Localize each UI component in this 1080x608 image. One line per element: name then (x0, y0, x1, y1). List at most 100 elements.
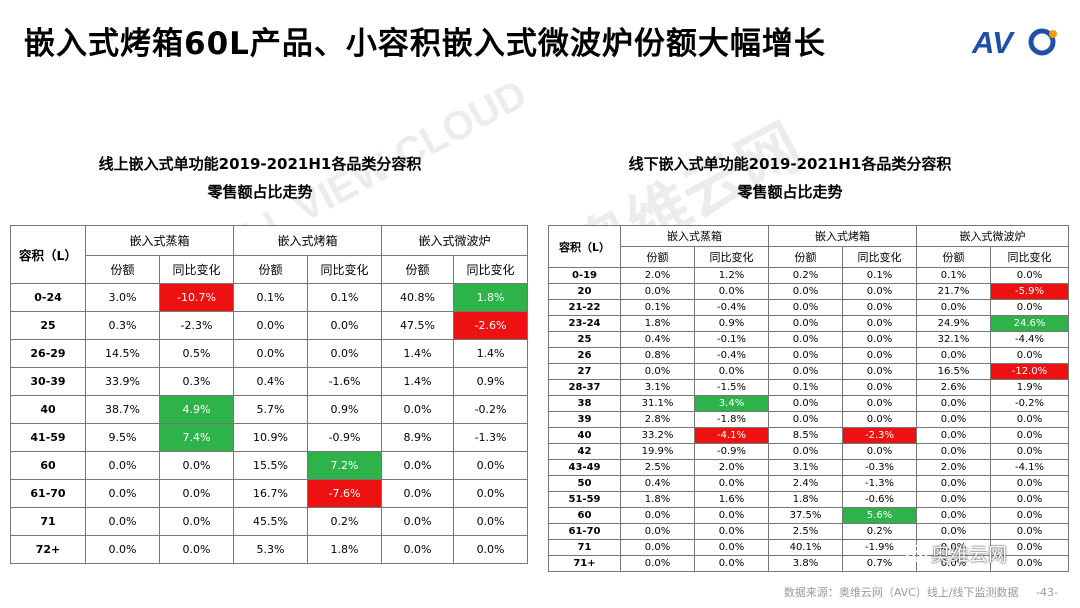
yoy-cell: -2.3% (158, 311, 235, 340)
right-subtitle: 线下嵌入式单功能2019-2021H1各品类分容积 零售额占比走势 (580, 150, 1000, 206)
share-cell: 0.0% (620, 507, 695, 524)
share-cell: 31.1% (620, 395, 695, 412)
yoy-cell: 24.6% (990, 315, 1069, 332)
yoy-cell: -4.4% (990, 331, 1069, 348)
share-cell: 10.9% (233, 423, 309, 452)
yoy-cell: 4.9% (158, 395, 235, 424)
table-row: 38 31.1% 3.4% 0.0% 0.0% 0.0% -0.2% (548, 395, 1069, 412)
yoy-cell: 0.9% (453, 367, 529, 396)
table-row: 28-37 3.1% -1.5% 0.1% 0.0% 2.6% 1.9% (548, 379, 1069, 396)
yoy-cell: 1.8% (453, 283, 529, 312)
yoy-cell: -1.6% (307, 367, 383, 396)
yoy-cell: -0.9% (307, 423, 383, 452)
share-cell: 0.0% (768, 331, 843, 348)
share-cell: 0.0% (620, 555, 695, 572)
yoy-cell: 0.3% (158, 367, 235, 396)
table-row: 61-70 0.0% 0.0% 16.7% -7.6% 0.0% 0.0% (10, 479, 529, 508)
share-cell: 33.9% (85, 367, 160, 396)
share-cell: 0.0% (916, 491, 991, 508)
yoy-cell: 0.0% (842, 283, 917, 300)
yoy-cell: 1.2% (694, 267, 769, 284)
capacity-cell: 26 (548, 347, 621, 364)
share-cell: 0.0% (768, 395, 843, 412)
yoy-cell: 0.0% (694, 363, 769, 380)
yoy-cell: -1.3% (453, 423, 529, 452)
table-row: 50 0.4% 0.0% 2.4% -1.3% 0.0% 0.0% (548, 475, 1069, 492)
yoy-cell: -0.6% (842, 491, 917, 508)
yoy-header: 同比变化 (158, 255, 235, 284)
share-cell: 0.0% (381, 535, 455, 564)
share-header: 份额 (381, 255, 455, 284)
capacity-cell: 0-19 (548, 267, 621, 284)
share-cell: 0.0% (916, 347, 991, 364)
table-row: 25 0.4% -0.1% 0.0% 0.0% 32.1% -4.4% (548, 331, 1069, 348)
yoy-cell: -4.1% (990, 459, 1069, 476)
yoy-cell: 1.6% (694, 491, 769, 508)
share-cell: 3.8% (768, 555, 843, 572)
share-cell: 16.5% (916, 363, 991, 380)
table-row: 23-24 1.8% 0.9% 0.0% 0.0% 24.9% 24.6% (548, 315, 1069, 332)
share-cell: 0.0% (768, 299, 843, 316)
table-row: 26-29 14.5% 0.5% 0.0% 0.0% 1.4% 1.4% (10, 339, 529, 368)
share-cell: 0.0% (85, 535, 160, 564)
yoy-cell: 0.0% (990, 475, 1069, 492)
share-cell: 0.1% (916, 267, 991, 284)
table-row: 40 33.2% -4.1% 8.5% -2.3% 0.0% 0.0% (548, 427, 1069, 444)
table-row: 60 0.0% 0.0% 15.5% 7.2% 0.0% 0.0% (10, 451, 529, 480)
yoy-cell: 0.0% (158, 535, 235, 564)
yoy-cell: 0.0% (990, 523, 1069, 540)
share-cell: 0.0% (916, 523, 991, 540)
yoy-cell: -1.3% (842, 475, 917, 492)
share-cell: 2.5% (620, 459, 695, 476)
footer: 数据来源：奥维云网（AVC）线上/线下监测数据 -43- (784, 584, 1058, 600)
share-cell: 0.0% (916, 411, 991, 428)
table-row: 43-49 2.5% 2.0% 3.1% -0.3% 2.0% -4.1% (548, 459, 1069, 476)
table-row: 41-59 9.5% 7.4% 10.9% -0.9% 8.9% -1.3% (10, 423, 529, 452)
share-cell: 47.5% (381, 311, 455, 340)
table-row: 20 0.0% 0.0% 0.0% 0.0% 21.7% -5.9% (548, 283, 1069, 300)
share-cell: 0.0% (381, 451, 455, 480)
share-cell: 0.0% (768, 363, 843, 380)
share-cell: 0.0% (85, 507, 160, 536)
yoy-cell: 0.9% (307, 395, 383, 424)
svg-text:AV: AV (971, 25, 1015, 60)
yoy-cell: 0.0% (694, 555, 769, 572)
yoy-cell: 0.0% (990, 411, 1069, 428)
group-header: 嵌入式蒸箱 (620, 225, 769, 247)
wechat-badge: 奥维云网 (905, 540, 1007, 567)
share-cell: 19.9% (620, 443, 695, 460)
yoy-cell: 0.0% (694, 283, 769, 300)
right-subtitle-line2: 零售额占比走势 (737, 183, 843, 201)
yoy-cell: 0.0% (842, 411, 917, 428)
share-cell: 40.8% (381, 283, 455, 312)
table-row: 0-24 3.0% -10.7% 0.1% 0.1% 40.8% 1.8% (10, 283, 529, 312)
table-row: 60 0.0% 0.0% 37.5% 5.6% 0.0% 0.0% (548, 507, 1069, 524)
share-header: 份额 (233, 255, 309, 284)
table-row: 0-19 2.0% 1.2% 0.2% 0.1% 0.1% 0.0% (548, 267, 1069, 284)
table-row: 71+ 0.0% 0.0% 3.8% 0.7% 0.0% 0.0% (548, 555, 1069, 572)
yoy-cell: 0.0% (842, 299, 917, 316)
share-cell: 2.4% (768, 475, 843, 492)
table-row: 25 0.3% -2.3% 0.0% 0.0% 47.5% -2.6% (10, 311, 529, 340)
yoy-cell: 5.6% (842, 507, 917, 524)
capacity-cell: 51-59 (548, 491, 621, 508)
yoy-cell: -1.8% (694, 411, 769, 428)
yoy-cell: 0.0% (694, 523, 769, 540)
group-header: 嵌入式烤箱 (233, 225, 383, 256)
yoy-cell: 0.0% (453, 507, 529, 536)
yoy-cell: 0.0% (307, 339, 383, 368)
yoy-cell: 0.1% (307, 283, 383, 312)
share-cell: 15.5% (233, 451, 309, 480)
yoy-cell: 0.0% (694, 539, 769, 556)
capacity-cell: 26-29 (10, 339, 86, 368)
yoy-cell: 0.0% (990, 491, 1069, 508)
capacity-cell: 25 (548, 331, 621, 348)
yoy-cell: 0.5% (158, 339, 235, 368)
table-row: 42 19.9% -0.9% 0.0% 0.0% 0.0% 0.0% (548, 443, 1069, 460)
yoy-header: 同比变化 (842, 246, 917, 268)
online-table-body: 0-24 3.0% -10.7% 0.1% 0.1% 40.8% 1.8% 25 0.3% -2.… (10, 283, 529, 564)
yoy-cell: -10.7% (158, 283, 235, 312)
yoy-cell: -1.5% (694, 379, 769, 396)
share-cell: 33.2% (620, 427, 695, 444)
yoy-cell: 0.0% (842, 443, 917, 460)
